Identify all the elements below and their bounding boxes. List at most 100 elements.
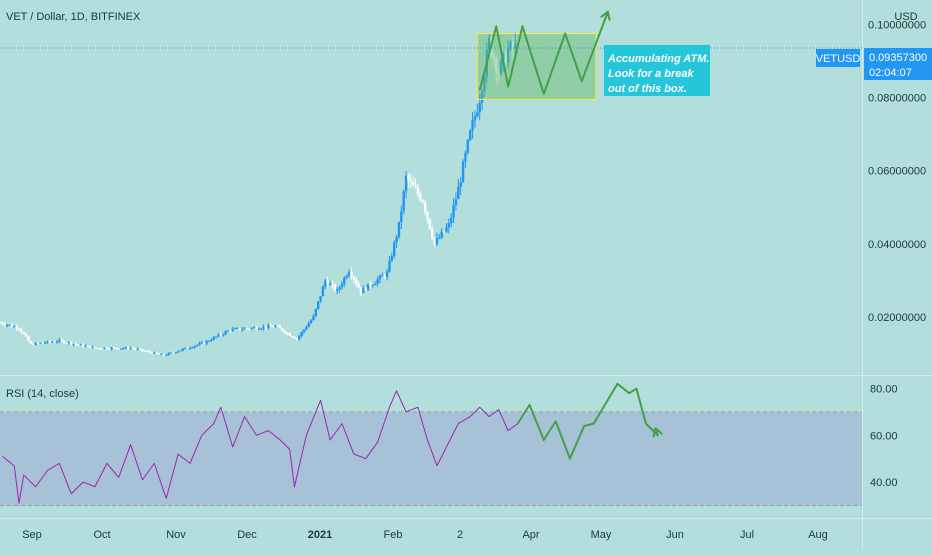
candle-body bbox=[84, 345, 87, 347]
current-price-badge bbox=[864, 48, 932, 80]
candle-body bbox=[186, 347, 189, 349]
candle-body bbox=[350, 271, 353, 277]
rsi-projection-line[interactable] bbox=[516, 382, 659, 460]
symbol-badge-text: VETUSD bbox=[816, 53, 861, 65]
candle-body bbox=[236, 328, 239, 330]
candle-body bbox=[419, 194, 422, 201]
symbol-badge bbox=[816, 49, 860, 67]
time-tick: Jun bbox=[666, 529, 684, 541]
candle-body bbox=[271, 326, 275, 328]
candle-body bbox=[388, 260, 391, 272]
candle-body bbox=[93, 346, 97, 349]
candle-body bbox=[217, 334, 220, 337]
candle-body bbox=[241, 329, 244, 331]
accumulation-box[interactable] bbox=[476, 33, 597, 100]
candle-body bbox=[100, 348, 104, 350]
candle-body bbox=[103, 347, 106, 349]
candle-body bbox=[165, 355, 168, 357]
annotation-box[interactable] bbox=[604, 45, 710, 96]
price-tick: 0.02000000 bbox=[868, 312, 926, 324]
candle-body bbox=[32, 343, 35, 346]
candle-body bbox=[435, 238, 439, 244]
candle-body bbox=[224, 331, 227, 335]
price-axis[interactable]: 0.10000000 0.08000000 0.06000000 0.04000… bbox=[868, 19, 926, 324]
candle-body bbox=[36, 342, 40, 344]
candles bbox=[0, 32, 517, 357]
candle-body bbox=[400, 211, 403, 222]
candle-body bbox=[257, 329, 261, 331]
candle-body bbox=[65, 342, 68, 344]
candle-body bbox=[336, 289, 339, 291]
candle-body bbox=[136, 349, 139, 351]
candle-body bbox=[255, 327, 258, 330]
candle-body bbox=[53, 341, 56, 343]
candle-body bbox=[293, 337, 296, 339]
candle-body bbox=[269, 325, 272, 327]
candle-body bbox=[157, 353, 161, 355]
candle-body bbox=[172, 352, 175, 354]
candle-body bbox=[321, 286, 325, 297]
candle-body bbox=[276, 325, 280, 327]
candle-body bbox=[243, 328, 246, 330]
currency-label: USD bbox=[894, 11, 917, 23]
price-projection-line[interactable] bbox=[478, 11, 609, 95]
candle-body bbox=[248, 328, 251, 330]
candle-body bbox=[210, 339, 213, 341]
candle-body bbox=[495, 59, 498, 73]
candle-body bbox=[416, 187, 420, 195]
time-axis[interactable]: Sep Oct Nov Dec 2021 Feb 2 Apr May Jun J… bbox=[22, 529, 828, 541]
candle-body bbox=[457, 186, 460, 200]
candle-body bbox=[468, 130, 472, 140]
annotation-line-1: Accumulating ATM. bbox=[607, 53, 709, 65]
candle-body bbox=[492, 56, 496, 60]
time-tick: 2021 bbox=[308, 529, 332, 541]
candle-body bbox=[48, 341, 52, 343]
candle-body bbox=[286, 333, 289, 335]
candle-body bbox=[411, 181, 415, 186]
candle-body bbox=[497, 72, 500, 75]
candle-body bbox=[252, 327, 256, 329]
rsi-axis[interactable]: 80.00 60.00 40.00 bbox=[870, 384, 898, 490]
candle-body bbox=[449, 217, 453, 224]
candle-body bbox=[395, 237, 398, 243]
candle-body bbox=[354, 279, 358, 285]
candle-body bbox=[359, 287, 363, 294]
candle-body bbox=[283, 331, 287, 334]
candle-body bbox=[300, 332, 303, 336]
candle-body bbox=[290, 335, 294, 338]
annotation-line-3: out of this box. bbox=[608, 83, 687, 95]
candle-body bbox=[176, 351, 180, 353]
candle-body bbox=[279, 326, 282, 329]
time-tick: Dec bbox=[237, 529, 257, 541]
candle-body bbox=[24, 334, 28, 337]
candle-body bbox=[229, 330, 232, 332]
candle-body bbox=[72, 343, 75, 345]
candle-body bbox=[331, 283, 334, 285]
candle-body bbox=[91, 346, 94, 348]
candle-body bbox=[98, 348, 101, 350]
candle-body bbox=[5, 324, 9, 326]
candle-body bbox=[397, 221, 401, 238]
candle-body bbox=[421, 200, 424, 203]
candle-body bbox=[288, 333, 291, 336]
candle-body bbox=[222, 334, 225, 336]
candle-body bbox=[312, 315, 315, 321]
candle-body bbox=[167, 353, 170, 356]
candle-body bbox=[383, 275, 386, 277]
candle-body bbox=[447, 223, 451, 228]
candle-body bbox=[89, 345, 92, 348]
candle-body bbox=[191, 347, 194, 349]
candle-body bbox=[86, 345, 90, 347]
price-tick: 0.04000000 bbox=[868, 239, 926, 251]
price-tick: 0.08000000 bbox=[868, 93, 926, 105]
candle-body bbox=[74, 343, 78, 345]
candle-body bbox=[245, 328, 249, 330]
candle-body bbox=[193, 345, 196, 348]
candle-body bbox=[155, 352, 158, 354]
candle-body bbox=[143, 350, 147, 352]
candle-body bbox=[480, 91, 484, 103]
candle-body bbox=[483, 76, 486, 92]
